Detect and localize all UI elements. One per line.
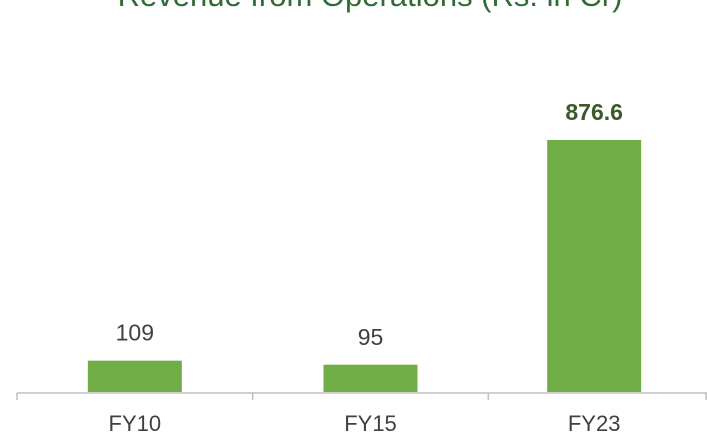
value-label: 109 <box>116 320 154 346</box>
x-tick-label: FY23 <box>568 411 621 436</box>
bar <box>547 140 642 392</box>
value-label: 876.6 <box>565 99 623 125</box>
bar <box>323 364 418 392</box>
chart-title: Revenue from Operations (Rs. in Cr) <box>118 0 623 13</box>
bar <box>87 360 182 392</box>
x-tick-label: FY10 <box>109 411 162 436</box>
x-tick-label: FY15 <box>344 411 397 436</box>
value-label: 95 <box>358 324 384 350</box>
